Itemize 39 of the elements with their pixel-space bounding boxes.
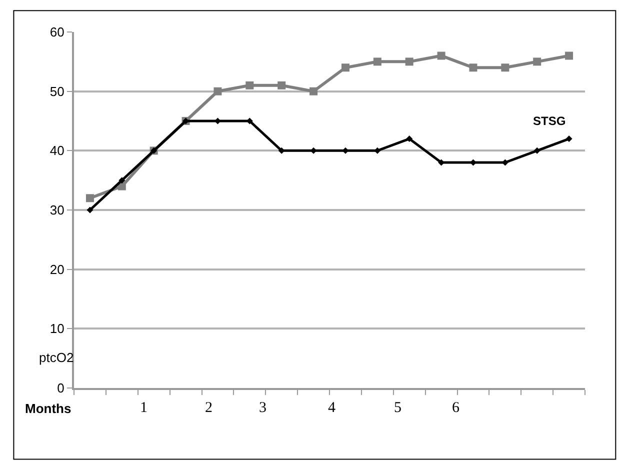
y-tick-label: 30 <box>50 202 64 218</box>
point <box>565 52 574 60</box>
point <box>310 87 318 96</box>
y-tick-label: 20 <box>50 262 64 277</box>
point <box>534 147 540 154</box>
y-tick-label: 40 <box>50 143 64 158</box>
text: 5 <box>394 400 402 416</box>
point <box>566 136 572 142</box>
point <box>278 147 285 154</box>
point <box>86 194 94 202</box>
point <box>469 64 478 72</box>
x-axis-title: Months <box>25 401 72 416</box>
point <box>533 58 542 66</box>
point <box>214 87 222 96</box>
text: 6 <box>452 400 460 416</box>
point <box>86 206 94 214</box>
text: 1 <box>140 400 148 416</box>
point <box>501 64 510 72</box>
point <box>374 147 381 154</box>
text: 3 <box>259 400 266 416</box>
point <box>342 147 349 154</box>
y-axis-title: ptcO2 <box>39 350 74 365</box>
y-tick-label: 10 <box>50 321 64 336</box>
series-label: STSG <box>533 114 566 128</box>
point <box>405 58 414 66</box>
y-tick-label: 60 <box>50 24 64 40</box>
point <box>373 58 382 66</box>
y-tick-label: 50 <box>50 84 64 99</box>
point <box>406 136 413 142</box>
point <box>246 81 254 90</box>
text: 2 <box>205 400 212 416</box>
point <box>437 52 446 60</box>
point <box>118 182 126 190</box>
point <box>118 177 126 184</box>
point <box>341 64 350 72</box>
point <box>310 147 317 154</box>
text: 4 <box>328 400 336 416</box>
y-tick-label: 0 <box>57 380 64 396</box>
point <box>278 81 286 90</box>
